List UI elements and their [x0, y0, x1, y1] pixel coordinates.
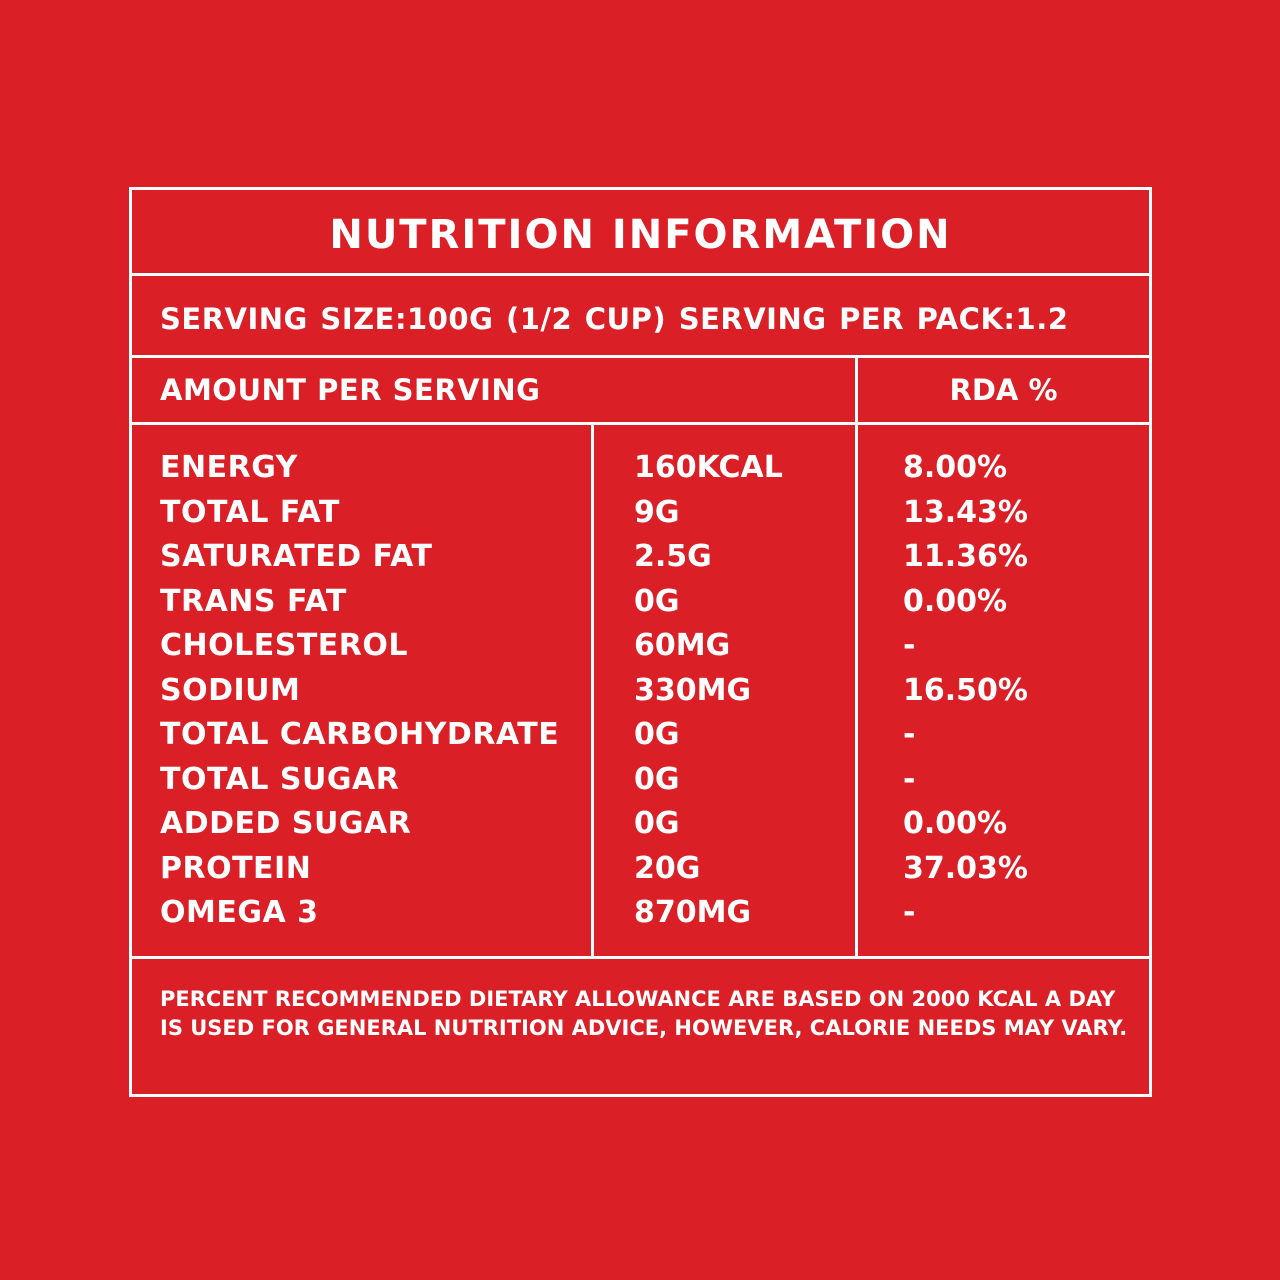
table-row: PROTEIN 20G 37.03%: [132, 850, 1149, 899]
nutrient-rda: 16.50%: [903, 672, 1028, 708]
divider-footer: [132, 956, 1149, 959]
nutrient-amount: 2.5G: [634, 539, 712, 574]
nutrient-name: ENERGY: [160, 450, 298, 485]
nutrient-name: SATURATED FAT: [160, 539, 433, 574]
nutrient-rda: 0.00%: [903, 583, 1008, 619]
divider-header: [132, 422, 1149, 425]
column-separator-rda: [855, 358, 858, 956]
nutrient-rda: 8.00%: [903, 450, 1008, 485]
table-row: CHOLESTEROL 60MG -: [132, 631, 1149, 676]
nutrient-rda: -: [903, 761, 916, 797]
table-row: TOTAL FAT 9G 13.43%: [132, 494, 1149, 543]
nutrition-panel: NUTRITION INFORMATION SERVING SIZE:100G …: [129, 187, 1152, 1097]
nutrient-name: TRANS FAT: [160, 583, 347, 619]
table-row: TRANS FAT 0G 0.00%: [132, 583, 1149, 632]
nutrient-rda: 13.43%: [903, 494, 1028, 530]
nutrient-name: CHOLESTEROL: [160, 628, 409, 663]
nutrient-rda: -: [903, 717, 916, 752]
table-row: OMEGA 3 870MG -: [132, 898, 1149, 943]
amount-per-serving-header: AMOUNT PER SERVING: [160, 373, 541, 407]
table-row: TOTAL CARBOHYDRATE 0G -: [132, 720, 1149, 765]
nutrient-amount: 0G: [634, 583, 680, 619]
nutrient-amount: 20G: [634, 850, 701, 886]
nutrient-amount: 0G: [634, 806, 680, 841]
table-row: SATURATED FAT 2.5G 11.36%: [132, 542, 1149, 587]
table-row: TOTAL SUGAR 0G -: [132, 761, 1149, 810]
nutrient-name: SODIUM: [160, 672, 301, 708]
nutrient-amount: 160KCAL: [634, 450, 783, 485]
nutrient-amount: 60MG: [634, 628, 731, 663]
nutrient-name: OMEGA 3: [160, 895, 319, 930]
nutrient-rda: 0.00%: [903, 806, 1008, 841]
nutrient-rda: 37.03%: [903, 850, 1028, 886]
nutrient-amount: 330MG: [634, 672, 752, 708]
nutrient-rda: -: [903, 628, 916, 663]
divider-title: [132, 273, 1149, 276]
serving-info: SERVING SIZE:100G (1/2 CUP) SERVING PER …: [160, 302, 1069, 336]
nutrient-rda: 11.36%: [903, 539, 1028, 574]
nutrient-amount: 9G: [634, 494, 680, 530]
nutrient-rda: -: [903, 895, 916, 930]
nutrient-name: ADDED SUGAR: [160, 806, 412, 841]
nutrient-name: TOTAL SUGAR: [160, 761, 400, 797]
nutrient-amount: 0G: [634, 717, 680, 752]
column-separator-amount: [591, 425, 594, 956]
nutrient-name: TOTAL CARBOHYDRATE: [160, 717, 560, 752]
nutrient-name: TOTAL FAT: [160, 494, 340, 530]
nutrient-table: ENERGY 160KCAL 8.00% TOTAL FAT 9G 13.43%…: [132, 453, 1149, 943]
divider-serving: [132, 355, 1149, 358]
table-row: SODIUM 330MG 16.50%: [132, 672, 1149, 721]
table-row: ADDED SUGAR 0G 0.00%: [132, 809, 1149, 854]
footnote: PERCENT RECOMMENDED DIETARY ALLOWANCE AR…: [160, 987, 1128, 1040]
table-row: ENERGY 160KCAL 8.00%: [132, 453, 1149, 498]
nutrient-name: PROTEIN: [160, 850, 312, 886]
panel-title: NUTRITION INFORMATION: [329, 212, 952, 258]
nutrient-amount: 0G: [634, 761, 680, 797]
rda-header: RDA %: [949, 373, 1058, 407]
nutrient-amount: 870MG: [634, 895, 752, 930]
